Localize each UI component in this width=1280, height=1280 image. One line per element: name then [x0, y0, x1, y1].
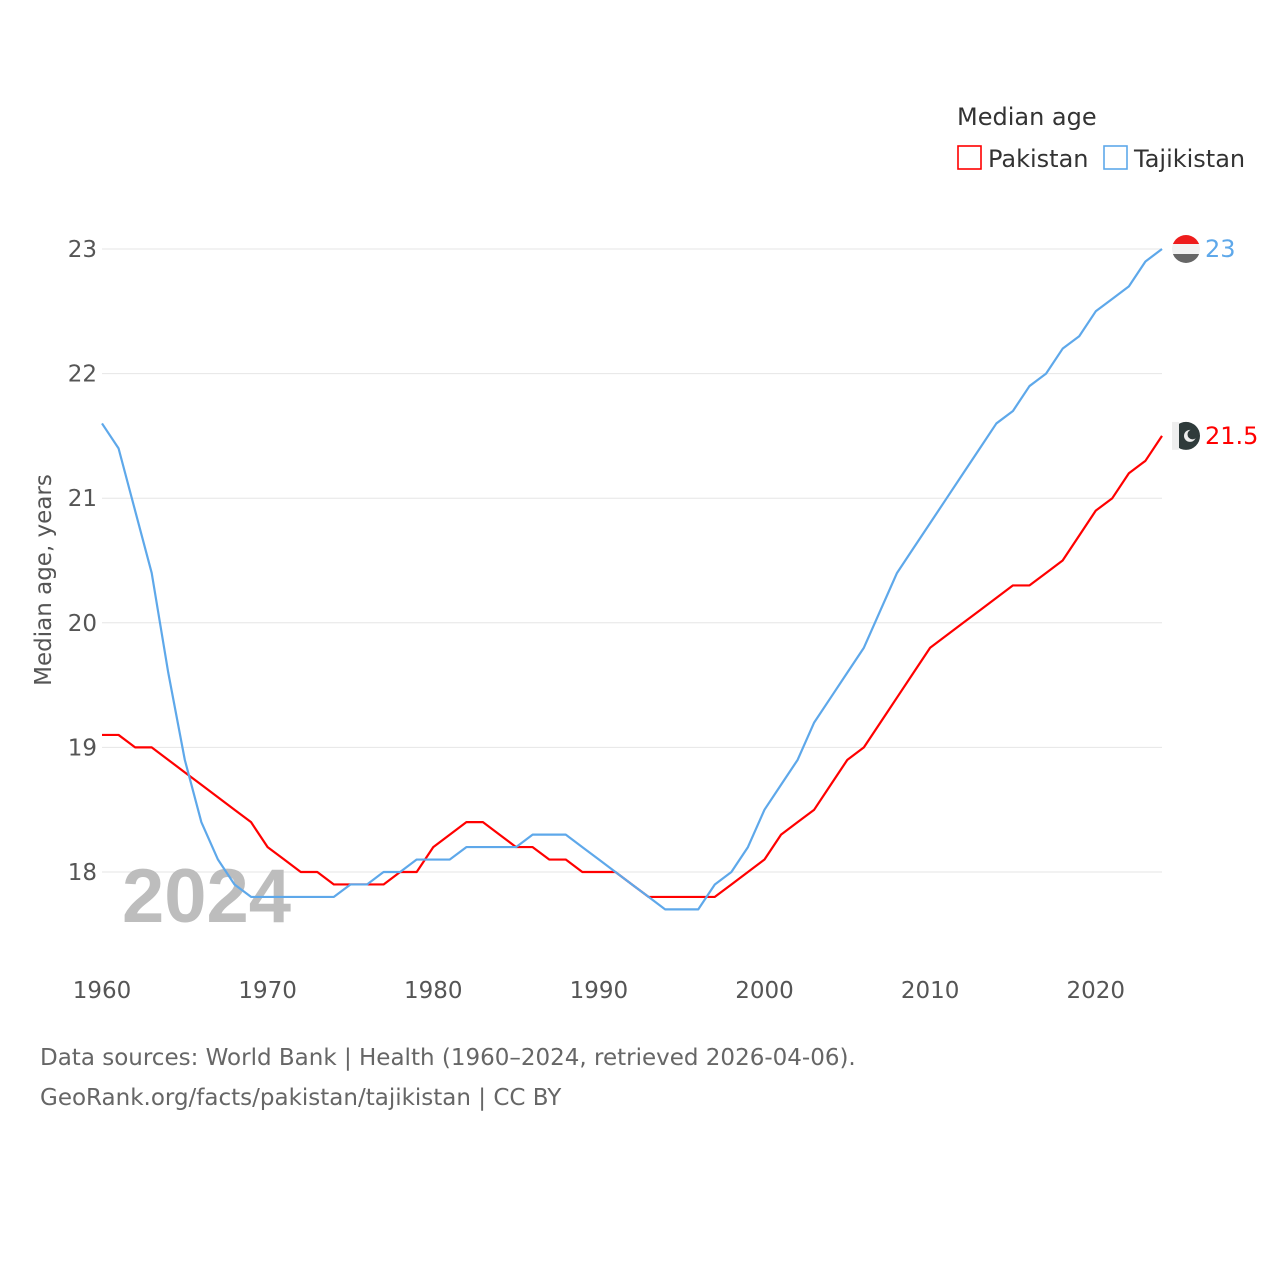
- y-axis-label: Median age, years: [31, 474, 57, 686]
- x-tick-label: 2020: [1066, 978, 1125, 1004]
- end-label-pakistan: 21.5: [1205, 422, 1258, 450]
- flag-stripe-white: [1172, 244, 1200, 254]
- footer-sources: Data sources: World Bank | Health (1960–…: [40, 1045, 856, 1071]
- legend[interactable]: Pakistan Tajikistan: [957, 145, 1245, 173]
- y-tick-label: 18: [68, 860, 97, 886]
- y-tick-label: 20: [68, 611, 97, 637]
- legend-title: Median age: [957, 103, 1097, 131]
- legend-item-tajikistan[interactable]: Tajikistan: [1103, 145, 1245, 173]
- flag-stripe-gray: [1172, 254, 1200, 263]
- end-markers: 21.5 23: [1172, 235, 1258, 450]
- footer-attribution: GeoRank.org/facts/pakistan/tajikistan | …: [40, 1085, 562, 1111]
- y-tick-label: 19: [68, 735, 97, 761]
- line-chart: 18 19 20 21 22 23 1960 1970 1980 1990 2000 2010 202…: [31, 103, 1258, 1004]
- series-line-tajikistan: [101, 248, 1163, 911]
- flag-stripes: [1172, 235, 1200, 263]
- series-lines: [101, 248, 1163, 911]
- y-tick-label: 23: [68, 237, 97, 263]
- x-axis: 1960 1970 1980 1990 2000 2010 2020: [73, 978, 1125, 1004]
- x-tick-label: 2010: [901, 978, 960, 1004]
- legend-swatch: [1103, 145, 1128, 170]
- legend-label: Pakistan: [988, 145, 1089, 173]
- y-axis: 18 19 20 21 22 23: [68, 237, 97, 886]
- legend-label: Tajikistan: [1133, 145, 1245, 173]
- flag-stripe-red: [1172, 235, 1200, 244]
- x-tick-label: 2000: [735, 978, 794, 1004]
- x-tick-label: 1970: [238, 978, 297, 1004]
- legend-item-pakistan[interactable]: Pakistan: [957, 145, 1089, 173]
- flag-icon-pakistan: [1172, 421, 1200, 450]
- x-tick-label: 1990: [570, 978, 629, 1004]
- y-tick-label: 22: [68, 362, 97, 388]
- legend-swatch: [957, 145, 982, 170]
- flag-crescent-cut: [1187, 429, 1198, 440]
- flag-hoist: [1172, 421, 1179, 450]
- y-tick-label: 21: [68, 486, 97, 512]
- flag-icon-tajikistan: [1172, 235, 1200, 263]
- x-tick-label: 1960: [73, 978, 132, 1004]
- end-label-tajikistan: 23: [1205, 235, 1236, 263]
- gridlines: [102, 248, 1162, 873]
- series-line-pakistan: [102, 435, 1163, 899]
- x-tick-label: 1980: [404, 978, 463, 1004]
